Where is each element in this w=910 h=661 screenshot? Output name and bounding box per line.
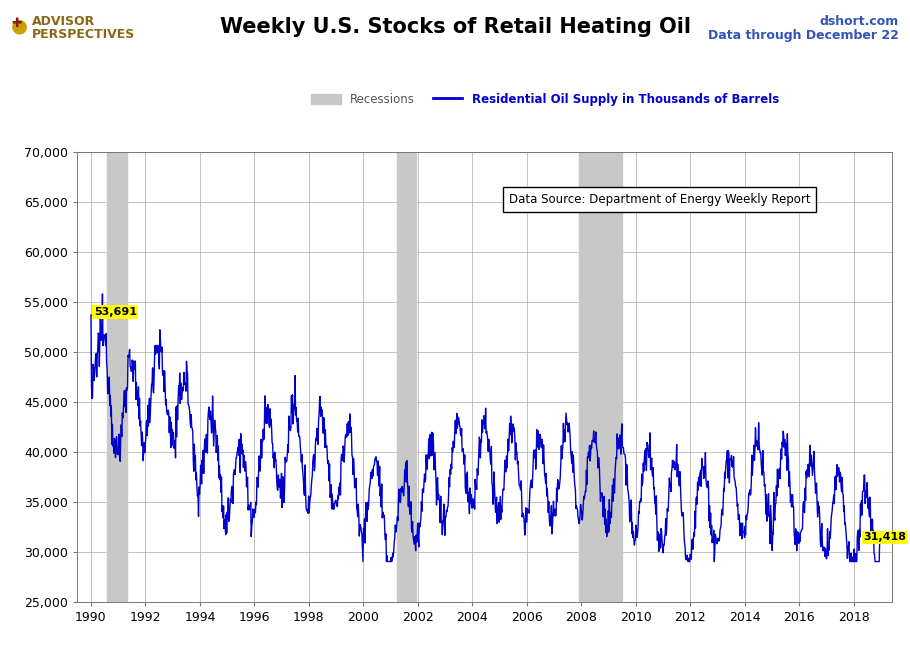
Text: ✚: ✚ xyxy=(11,17,22,30)
Text: ADVISOR: ADVISOR xyxy=(32,15,96,28)
Bar xyxy=(579,152,622,602)
Text: PERSPECTIVES: PERSPECTIVES xyxy=(32,28,135,41)
Legend: Recessions, Residential Oil Supply in Thousands of Barrels: Recessions, Residential Oil Supply in Th… xyxy=(311,93,779,106)
Text: 31,418: 31,418 xyxy=(864,532,906,543)
Bar xyxy=(398,152,416,602)
Text: dshort.com: dshort.com xyxy=(820,15,899,28)
Text: 53,691: 53,691 xyxy=(94,307,136,317)
Text: Weekly U.S. Stocks of Retail Heating Oil: Weekly U.S. Stocks of Retail Heating Oil xyxy=(219,17,691,36)
Text: Data through December 22: Data through December 22 xyxy=(708,29,899,42)
Text: Data Source: Department of Energy Weekly Report: Data Source: Department of Energy Weekly… xyxy=(509,193,811,206)
Text: ●: ● xyxy=(11,17,28,36)
Bar xyxy=(106,152,127,602)
